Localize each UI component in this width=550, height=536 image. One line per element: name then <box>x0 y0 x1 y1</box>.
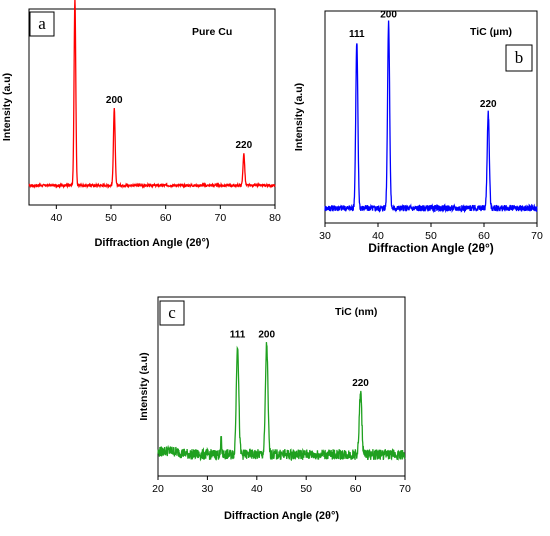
peak-label-111: 111 <box>230 330 246 341</box>
x-tick-label: 70 <box>399 483 411 495</box>
panel-letter: c <box>168 303 176 322</box>
chart-b-svg: 30 40 50 60 70 Diffraction Angle (2θ°) Intensi… <box>293 10 543 255</box>
chart-c-svg: 20 30 40 50 60 70 Diffraction Angle (2θ°) Inten… <box>138 296 411 522</box>
series-line <box>28 0 276 190</box>
chart-a-svg: 40 50 60 70 80 Diffraction Angle (2θ°) Intensi… <box>1 0 281 249</box>
panel-letter: a <box>38 14 46 33</box>
peak-label-111: 111 <box>349 29 365 40</box>
x-tick-label: 60 <box>350 483 362 495</box>
x-axis-label: Diffraction Angle (2θ°) <box>224 510 339 522</box>
series-line <box>157 342 406 462</box>
plot-frame <box>28 8 276 206</box>
panel-letter-box <box>159 300 185 326</box>
sample-label: Pure Cu <box>192 26 232 38</box>
x-tick-label: 50 <box>300 483 312 495</box>
x-tick-label: 30 <box>319 230 331 242</box>
x-tick-label: 60 <box>160 212 172 224</box>
peak-label-200: 200 <box>258 330 275 341</box>
x-tick-label: 70 <box>531 230 543 242</box>
series-line <box>324 20 538 214</box>
x-axis-label: Diffraction Angle (2θ°) <box>94 237 209 249</box>
chart-panel-a: 40 50 60 70 80 Diffraction Angle (2θ°) Intensi… <box>0 0 290 262</box>
y-axis-label: Intensity (a.u) <box>1 73 13 141</box>
x-tick-label: 20 <box>152 483 164 495</box>
x-axis-label: Diffraction Angle (2θ°) <box>368 241 494 255</box>
x-tick-label: 30 <box>202 483 214 495</box>
x-tick-label: 50 <box>425 230 437 242</box>
panel-letter: b <box>515 48 524 67</box>
sample-label: TiC (nm) <box>335 306 377 318</box>
y-axis-label: Intensity (a.u) <box>138 352 150 420</box>
peak-label-200: 200 <box>106 95 123 106</box>
chart-panel-c: 20 30 40 50 60 70 Diffraction Angle (2θ°) Inten… <box>120 285 420 536</box>
x-tick-label: 50 <box>105 212 117 224</box>
plot-frame <box>324 10 538 224</box>
x-tick-label: 40 <box>50 212 62 224</box>
x-tick-label: 40 <box>372 230 384 242</box>
sample-label: TiC (µm) <box>470 26 512 38</box>
peak-label-220: 220 <box>480 99 497 110</box>
peak-label-220: 220 <box>235 140 252 151</box>
peak-label-200: 200 <box>380 10 397 21</box>
y-axis-label: Intensity (a.u) <box>293 83 305 151</box>
x-tick-label: 40 <box>251 483 263 495</box>
peak-label-220: 220 <box>352 378 369 389</box>
x-tick-label: 60 <box>478 230 490 242</box>
panel-letter-box <box>29 11 55 37</box>
chart-panel-b: 30 40 50 60 70 Diffraction Angle (2θ°) Intensi… <box>278 0 550 262</box>
x-tick-label: 80 <box>269 212 281 224</box>
x-tick-label: 70 <box>214 212 226 224</box>
panel-letter-box <box>505 44 533 72</box>
plot-frame <box>157 296 406 477</box>
